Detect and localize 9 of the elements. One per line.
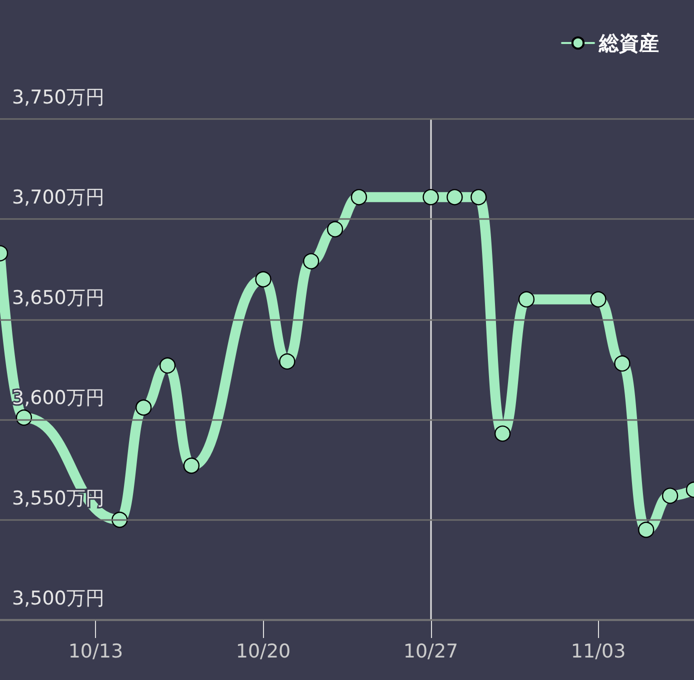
x-tick-label: 11/03: [570, 640, 626, 662]
y-tick-label: 3,500万円: [12, 588, 104, 610]
legend-label: 総資産: [598, 31, 659, 55]
x-tick-label: 10/20: [236, 640, 291, 662]
y-tick-label: 3,750万円: [12, 86, 104, 108]
y-tick-label: 3,650万円: [12, 286, 104, 309]
y-tick-label: 3,700万円: [12, 186, 104, 209]
x-tick-label: 10/27: [403, 640, 458, 662]
x-tick-label: 10/13: [68, 640, 124, 662]
